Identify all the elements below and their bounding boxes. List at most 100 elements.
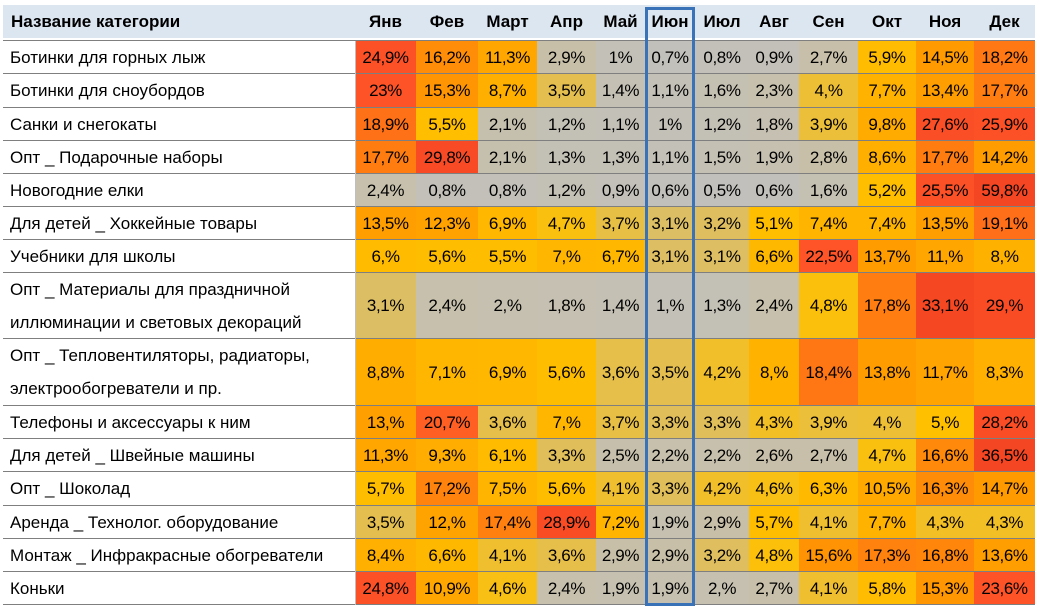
row-divider	[3, 405, 1035, 406]
heatmap-cell: 20,7%	[416, 406, 478, 439]
row-label-ботинки-для-сноубордов: Ботинки для сноубордов	[3, 74, 355, 108]
heatmap-cell: 6,9%	[478, 339, 537, 406]
heatmap-cell: 2,8%	[799, 141, 858, 174]
heatmap-cell: 1,1%	[596, 108, 645, 141]
heatmap-cell: 2,2%	[695, 439, 749, 472]
heatmap-cell: 11,3%	[478, 41, 537, 74]
heatmap-cell: 2,%	[695, 572, 749, 605]
row-label-line: Опт _ Материалы для праздничной	[10, 279, 290, 299]
heatmap-cell: 1,6%	[695, 74, 749, 108]
row-label-line: Опт _ Тепловентиляторы, радиаторы,	[10, 345, 310, 365]
heatmap-cell: 17,7%	[355, 141, 416, 174]
heatmap-cell: 16,3%	[916, 472, 974, 506]
heatmap-cell: 18,4%	[799, 339, 858, 406]
heatmap-cell: 1,3%	[537, 141, 596, 174]
heatmap-cell: 17,4%	[478, 506, 537, 539]
header-month-2: Фев	[416, 5, 478, 38]
row-divider	[3, 239, 1035, 240]
heatmap-cell: 1%	[645, 108, 695, 141]
heatmap-cell: 3,5%	[645, 339, 695, 406]
heatmap-cell: 13,7%	[858, 240, 916, 273]
row-divider	[3, 571, 1035, 572]
heatmap-cell: 1,9%	[645, 572, 695, 605]
heatmap-cell: 13,5%	[916, 207, 974, 240]
heatmap-cell: 8,7%	[478, 74, 537, 108]
row-divider	[3, 505, 1035, 506]
heatmap-cell: 17,7%	[916, 141, 974, 174]
heatmap-cell: 8,4%	[355, 539, 416, 572]
row-label-line: электрообогреватели и пр.	[10, 379, 222, 399]
heatmap-cell: 1,%	[645, 273, 695, 339]
heatmap-cell: 13,5%	[355, 207, 416, 240]
heatmap-cell: 3,7%	[596, 406, 645, 439]
heatmap-cell: 28,9%	[537, 506, 596, 539]
heatmap-cell: 3,5%	[355, 506, 416, 539]
heatmap-cell: 1,3%	[596, 141, 645, 174]
heatmap-cell: 15,6%	[799, 539, 858, 572]
row-label-line: Для детей _ Хоккейные товары	[10, 213, 258, 233]
heatmap-cell: 7,2%	[596, 506, 645, 539]
heatmap-cell: 2,2%	[645, 439, 695, 472]
heatmap-cell: 3,2%	[695, 207, 749, 240]
heatmap-cell: 2,7%	[799, 439, 858, 472]
heatmap-cell: 3,1%	[645, 240, 695, 273]
heatmap-cell: 1,8%	[537, 273, 596, 339]
header-month-4: Апр	[537, 5, 596, 38]
heatmap-cell: 4,6%	[749, 472, 799, 506]
heatmap-cell: 0,9%	[749, 41, 799, 74]
header-category: Название категории	[3, 5, 355, 38]
heatmap-cell: 0,7%	[645, 41, 695, 74]
heatmap-cell: 0,8%	[695, 41, 749, 74]
heatmap-cell: 5,6%	[537, 339, 596, 406]
heatmap-cell: 6,1%	[478, 439, 537, 472]
heatmap-cell: 12,3%	[416, 207, 478, 240]
header-month-5: Май	[596, 5, 645, 38]
heatmap-cell: 24,8%	[355, 572, 416, 605]
row-divider	[3, 173, 1035, 174]
heatmap-cell: 5,6%	[537, 472, 596, 506]
heatmap-cell: 25,5%	[916, 174, 974, 207]
heatmap-cell: 1,1%	[645, 74, 695, 108]
heatmap-cell: 1,9%	[749, 141, 799, 174]
heatmap-cell: 2,7%	[799, 41, 858, 74]
heatmap-cell: 10,9%	[416, 572, 478, 605]
header-month-9: Сен	[799, 5, 858, 38]
heatmap-cell: 15,3%	[416, 74, 478, 108]
heatmap-cell: 5,9%	[858, 41, 916, 74]
heatmap-cell: 2,%	[478, 273, 537, 339]
row-label-аренда-технолог-оборудование: Аренда _ Технолог. оборудование	[3, 506, 355, 539]
heatmap-cell: 2,7%	[749, 572, 799, 605]
heatmap-cell: 0,8%	[416, 174, 478, 207]
heatmap-cell: 2,4%	[749, 273, 799, 339]
row-divider	[3, 73, 1035, 74]
heatmap-cell: 28,2%	[974, 406, 1035, 439]
heatmap-cell: 1,9%	[645, 506, 695, 539]
heatmap-cell: 0,6%	[645, 174, 695, 207]
row-label-line: Учебники для школы	[10, 246, 176, 266]
heatmap-cell: 4,8%	[799, 273, 858, 339]
heatmap-cell: 0,6%	[749, 174, 799, 207]
heatmap-cell: 7,1%	[416, 339, 478, 406]
heatmap-cell: 14,5%	[916, 41, 974, 74]
row-label-line: иллюминации и световых декораций	[10, 312, 302, 332]
heatmap-cell: 19,1%	[974, 207, 1035, 240]
heatmap-cell: 2,3%	[749, 74, 799, 108]
heatmap-cell: 23,6%	[974, 572, 1035, 605]
heatmap-cell: 7,4%	[799, 207, 858, 240]
heatmap-cell: 3,2%	[695, 539, 749, 572]
heatmap-cell: 4,2%	[695, 339, 749, 406]
heatmap-cell: 2,4%	[355, 174, 416, 207]
heatmap-cell: 6,3%	[799, 472, 858, 506]
heatmap-cell: 14,7%	[974, 472, 1035, 506]
heatmap-cell: 8,%	[974, 240, 1035, 273]
heatmap-cell: 8,6%	[858, 141, 916, 174]
heatmap-cell: 17,7%	[974, 74, 1035, 108]
heatmap-cell: 5,8%	[858, 572, 916, 605]
heatmap-cell: 11,3%	[355, 439, 416, 472]
heatmap-cell: 7,5%	[478, 472, 537, 506]
heatmap-cell: 29,%	[974, 273, 1035, 339]
heatmap-cell: 33,1%	[916, 273, 974, 339]
header-month-10: Окт	[858, 5, 916, 38]
heatmap-cell: 4,7%	[858, 439, 916, 472]
